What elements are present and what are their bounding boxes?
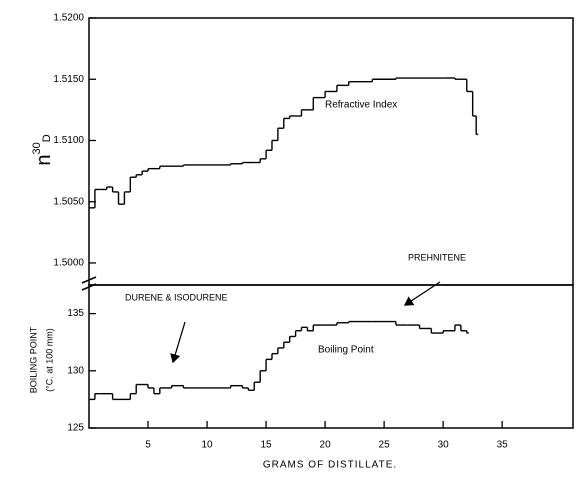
x-tick-label: 35 bbox=[497, 440, 509, 451]
y-tick-label: 1.5150 bbox=[53, 74, 84, 85]
x-label: GRAMS OF DISTILLATE. bbox=[263, 460, 397, 471]
y-label: n30D bbox=[31, 134, 55, 165]
y-tick-label: 135 bbox=[67, 308, 84, 319]
annotation: Boiling Point bbox=[318, 345, 374, 356]
x-tick-label: 30 bbox=[438, 440, 450, 451]
x-tick-label: 5 bbox=[145, 440, 151, 451]
x-tick-label: 15 bbox=[261, 440, 273, 451]
annotation: Refractive Index bbox=[325, 100, 397, 111]
axis-break bbox=[81, 276, 97, 291]
x-tick-label: 10 bbox=[201, 440, 213, 451]
bottom-frame bbox=[88, 284, 574, 429]
top-frame bbox=[88, 17, 574, 286]
annotation: DURENE & ISODURENE bbox=[125, 292, 228, 302]
x-tick-label: 20 bbox=[320, 440, 332, 451]
y-tick-label: 1.5200 bbox=[53, 13, 84, 24]
y-tick-label: 130 bbox=[67, 365, 84, 376]
x-tick-label: 25 bbox=[379, 440, 391, 451]
y-label: (°C. at 100 mm) bbox=[44, 328, 54, 392]
y-label: BOILING POINT bbox=[28, 326, 38, 393]
y-tick-label: 125 bbox=[67, 423, 84, 434]
arrow bbox=[403, 281, 441, 306]
y-tick-label: 1.5050 bbox=[53, 196, 84, 207]
arrow bbox=[170, 321, 186, 364]
annotation: PREHNITENE bbox=[408, 252, 466, 262]
y-tick-label: 1.5000 bbox=[53, 258, 84, 269]
y-tick-label: 1.5100 bbox=[53, 135, 84, 146]
